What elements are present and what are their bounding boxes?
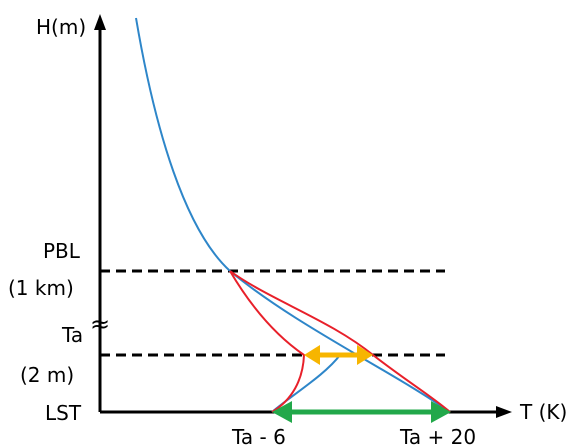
x-axis-label: T (K) (519, 400, 567, 424)
ta-range-arrow-right-head (357, 345, 373, 365)
blue-profile-curve (135, 17, 451, 413)
axis-break-mark: ≈ (90, 310, 110, 338)
ta-label: Ta (61, 323, 83, 347)
y-axis-label: H(m) (36, 15, 86, 39)
pbl-height-label: (1 km) (8, 276, 74, 300)
ta-height-label: (2 m) (20, 363, 74, 387)
y-axis-arrowhead (94, 14, 106, 30)
red-warm-bound-curve (229, 270, 451, 413)
x-tick-ta-minus-6: Ta - 6 (231, 425, 286, 448)
lst-range-arrow-right-head (431, 401, 451, 423)
lst-range-arrow-left-head (272, 401, 292, 423)
ta-range-arrow-left-head (304, 345, 320, 365)
x-axis-arrowhead (496, 406, 512, 418)
red-cool-bound-curve (229, 270, 306, 413)
pbl-label: PBL (43, 239, 81, 263)
x-tick-ta-plus-20: Ta + 20 (399, 425, 476, 448)
lst-label: LST (45, 401, 82, 425)
